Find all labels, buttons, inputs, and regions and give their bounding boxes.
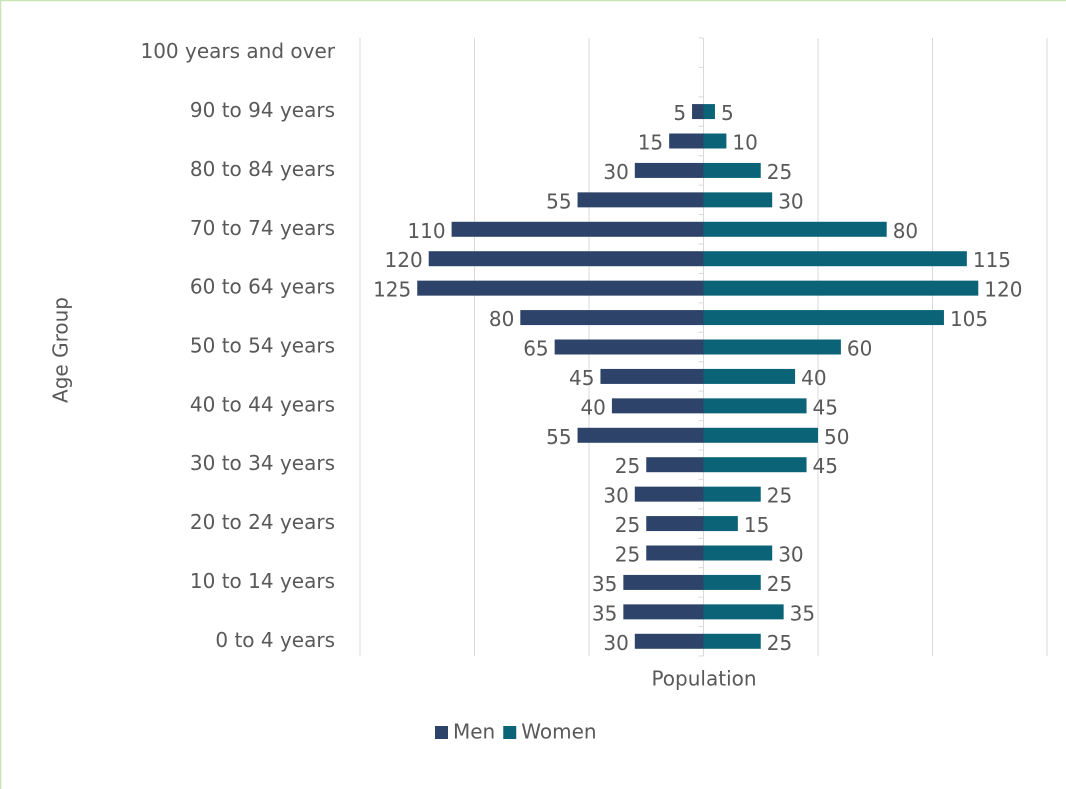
bar — [703, 633, 761, 649]
data-label: 30 — [778, 189, 803, 213]
bar — [520, 310, 704, 326]
legend-label: Women — [521, 720, 596, 744]
bar — [703, 310, 944, 326]
bar — [623, 604, 704, 620]
legend-swatch — [435, 726, 448, 739]
bar — [451, 221, 704, 237]
legend-label: Men — [453, 720, 495, 744]
bar — [703, 545, 773, 561]
data-label: 55 — [546, 189, 571, 213]
y-tick-label: 20 to 24 years — [190, 510, 335, 534]
bar — [646, 516, 704, 532]
bar — [669, 133, 704, 149]
y-axis-label: Age Group — [49, 297, 73, 403]
bar — [703, 133, 727, 149]
bar — [703, 221, 887, 237]
data-label: 5 — [721, 101, 734, 125]
bar — [634, 162, 704, 178]
y-tick-label: 10 to 14 years — [190, 569, 335, 593]
data-label: 15 — [744, 513, 769, 537]
bar — [703, 427, 818, 443]
bar — [703, 251, 967, 267]
data-label: 15 — [638, 131, 663, 155]
bar — [703, 516, 738, 532]
data-label: 40 — [801, 366, 826, 390]
data-label: 30 — [603, 484, 628, 508]
bar — [634, 633, 704, 649]
data-label: 10 — [732, 131, 757, 155]
data-label: 40 — [580, 395, 605, 419]
data-label: 45 — [569, 366, 594, 390]
data-label: 35 — [790, 601, 815, 625]
y-tick-label: 70 to 74 years — [190, 216, 335, 240]
data-label: 80 — [893, 219, 918, 243]
bar — [703, 486, 761, 502]
data-label: 25 — [767, 484, 792, 508]
data-label: 45 — [813, 395, 838, 419]
bar — [634, 486, 704, 502]
bar — [577, 427, 704, 443]
data-label: 50 — [824, 425, 849, 449]
data-label: 25 — [615, 454, 640, 478]
bar — [611, 398, 704, 414]
bar — [703, 574, 761, 590]
bar — [554, 339, 704, 355]
data-label: 30 — [603, 160, 628, 184]
data-label: 55 — [546, 425, 571, 449]
data-label: 120 — [385, 248, 423, 272]
bar — [692, 104, 704, 120]
bar — [703, 162, 761, 178]
data-label: 80 — [489, 307, 514, 331]
data-label: 25 — [767, 631, 792, 655]
bar — [646, 457, 704, 473]
data-label: 45 — [813, 454, 838, 478]
data-label: 25 — [615, 543, 640, 567]
y-tick-label: 0 to 4 years — [215, 628, 335, 652]
data-label: 25 — [615, 513, 640, 537]
bar — [703, 192, 773, 208]
y-tick-label: 40 to 44 years — [190, 392, 335, 416]
y-tick-label: 50 to 54 years — [190, 334, 335, 358]
data-label: 35 — [592, 601, 617, 625]
data-label: 120 — [984, 278, 1022, 302]
data-label: 5 — [673, 101, 686, 125]
bar — [703, 457, 807, 473]
bar — [646, 545, 704, 561]
data-label: 30 — [778, 543, 803, 567]
y-tick-label: 100 years and over — [140, 39, 335, 63]
x-axis-label: Population — [651, 667, 756, 691]
data-label: 30 — [603, 631, 628, 655]
bar — [703, 604, 784, 620]
legend-swatch — [503, 726, 517, 739]
bar — [703, 398, 807, 414]
data-label: 110 — [407, 219, 445, 243]
data-label: 35 — [592, 572, 617, 596]
bar — [417, 280, 704, 296]
y-tick-label: 90 to 94 years — [190, 98, 335, 122]
data-label: 65 — [523, 337, 548, 361]
bar — [600, 368, 704, 384]
data-label: 60 — [847, 337, 872, 361]
y-tick-label: 80 to 84 years — [190, 157, 335, 181]
bar — [703, 280, 979, 296]
y-tick-label: 30 to 34 years — [190, 451, 335, 475]
data-label: 25 — [767, 572, 792, 596]
bar — [428, 251, 704, 267]
data-label: 25 — [767, 160, 792, 184]
bar — [703, 368, 796, 384]
data-label: 115 — [973, 248, 1011, 272]
y-tick-label: 60 to 64 years — [190, 275, 335, 299]
bar — [703, 339, 841, 355]
bar — [623, 574, 704, 590]
data-label: 105 — [950, 307, 988, 331]
data-label: 125 — [373, 278, 411, 302]
bar — [577, 192, 704, 208]
bar — [703, 104, 715, 120]
